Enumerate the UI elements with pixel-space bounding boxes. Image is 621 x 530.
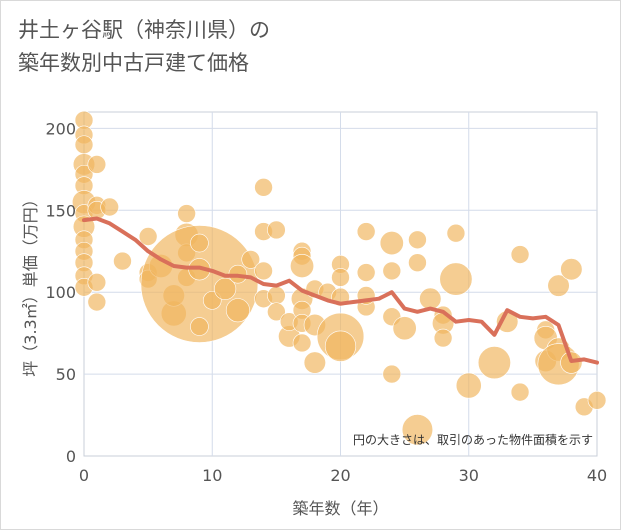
chart-title-line2: 築年数別中古戸建て価格 xyxy=(18,51,249,75)
data-bubble xyxy=(292,333,312,353)
data-bubble xyxy=(510,245,530,264)
x-tick-label: 0 xyxy=(79,466,89,485)
data-bubble xyxy=(290,253,315,278)
data-bubble xyxy=(547,274,570,297)
data-bubble xyxy=(510,382,530,402)
x-axis-label: 築年数（年） xyxy=(292,499,388,518)
y-tick-labels: 0 50 100 150 200 xyxy=(45,119,76,466)
x-tick-labels: 0 10 20 30 40 xyxy=(79,466,607,485)
data-bubble xyxy=(87,292,107,312)
chart-title-line1: 井土ヶ谷駅（神奈川県）の xyxy=(18,18,270,42)
data-bubble xyxy=(254,261,273,281)
data-bubble xyxy=(213,277,237,301)
data-bubble xyxy=(439,262,473,296)
data-bubble xyxy=(560,258,583,281)
data-bubble xyxy=(433,328,453,348)
x-tick-label: 30 xyxy=(459,466,479,485)
data-bubble xyxy=(446,223,466,243)
data-bubble xyxy=(382,364,402,384)
chart-title: 井土ヶ谷駅（神奈川県）の 築年数別中古戸建て価格 xyxy=(18,14,270,80)
data-bubble xyxy=(113,251,132,271)
data-bubble xyxy=(356,263,376,282)
data-bubble xyxy=(408,253,427,273)
data-bubble xyxy=(392,316,417,341)
data-bubble xyxy=(87,273,107,292)
data-bubble xyxy=(455,372,482,399)
data-bubble xyxy=(324,330,357,362)
data-bubble xyxy=(477,346,511,380)
y-tick-label: 150 xyxy=(45,201,76,220)
data-bubble xyxy=(331,268,350,287)
data-bubble xyxy=(356,222,376,241)
x-tick-label: 20 xyxy=(330,466,350,485)
data-bubble xyxy=(100,197,119,217)
trend-line xyxy=(82,216,599,365)
y-tick-label: 0 xyxy=(66,447,76,466)
data-bubble xyxy=(267,302,286,322)
data-bubble xyxy=(379,231,404,256)
y-tick-label: 100 xyxy=(45,283,76,302)
data-bubble xyxy=(303,351,326,374)
data-bubble xyxy=(241,250,261,269)
data-bubble xyxy=(401,414,434,446)
data-bubble xyxy=(87,155,107,174)
x-tick-label: 10 xyxy=(202,466,222,485)
bubble-size-note: 円の大きさは、取引のあった物件面積を示す xyxy=(353,432,593,447)
data-bubble xyxy=(254,178,273,197)
data-bubble xyxy=(74,135,94,155)
data-bubble xyxy=(267,220,286,240)
data-bubble xyxy=(177,204,196,223)
x-tick-label: 40 xyxy=(587,466,607,485)
bubble-layer xyxy=(72,110,607,446)
data-bubble xyxy=(190,317,209,336)
data-bubble xyxy=(408,230,427,250)
y-tick-label: 50 xyxy=(56,365,76,384)
y-tick-label: 200 xyxy=(45,119,76,138)
data-bubble xyxy=(587,391,607,410)
y-axis-label: 坪（3.3㎡）単価（万円） xyxy=(21,191,40,376)
data-bubble xyxy=(267,286,286,305)
data-bubble xyxy=(225,298,250,323)
data-bubble xyxy=(138,227,158,246)
data-bubble xyxy=(419,287,442,310)
data-bubble xyxy=(382,261,402,281)
data-bubble xyxy=(190,233,209,253)
